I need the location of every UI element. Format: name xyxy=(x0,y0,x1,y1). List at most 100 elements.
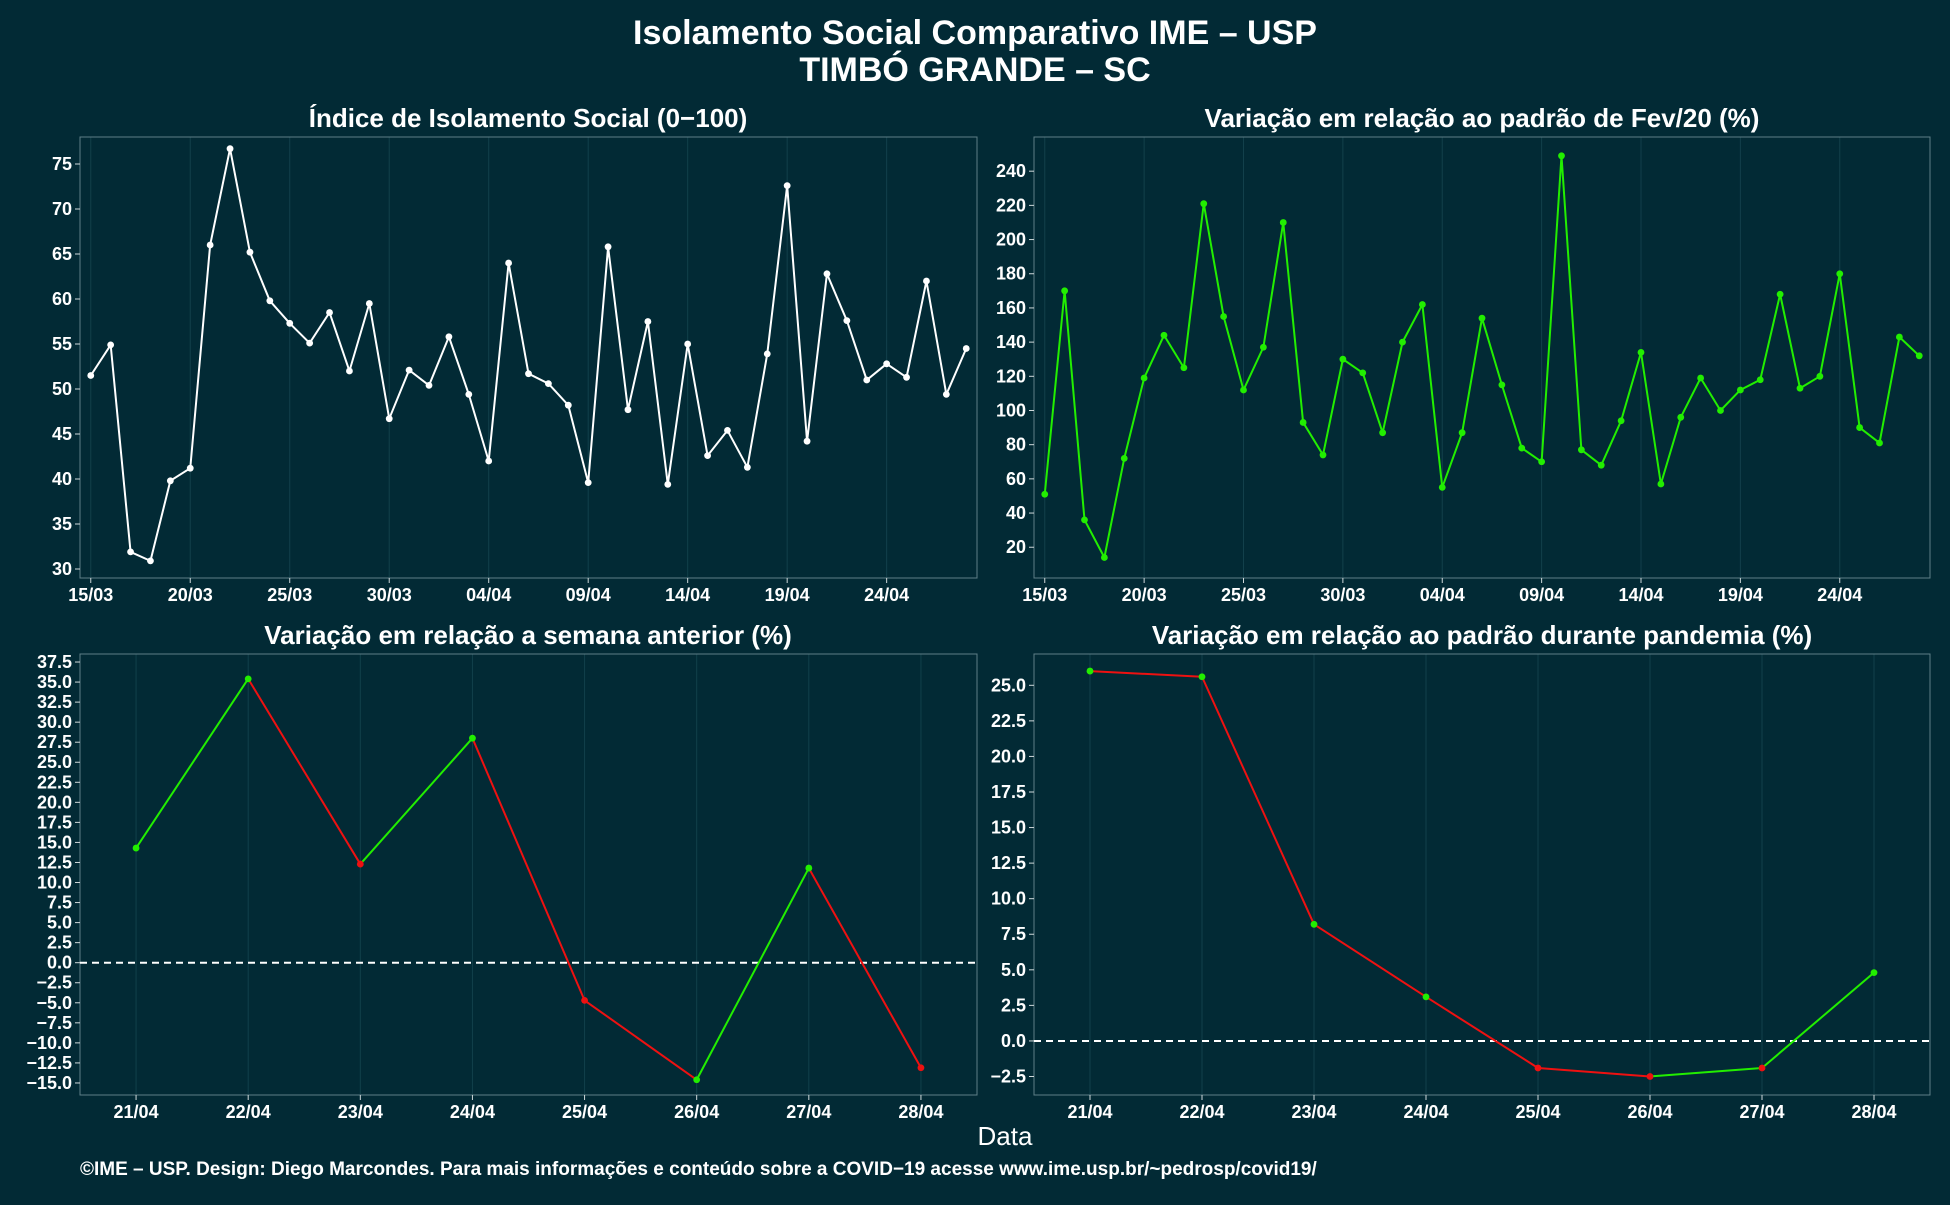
data-point xyxy=(286,319,294,327)
data-point xyxy=(1299,419,1307,426)
data-point xyxy=(525,370,532,378)
y-tick-label: 20.0 xyxy=(37,792,72,812)
data-point xyxy=(664,481,672,488)
x-tick-label: 09/04 xyxy=(566,585,611,605)
data-point xyxy=(743,463,751,471)
x-tick-label: 22/04 xyxy=(1179,1102,1224,1122)
data-point xyxy=(1637,348,1645,356)
data-point xyxy=(1422,993,1430,1001)
y-tick-label: 60 xyxy=(52,289,72,309)
y-tick-label: 65 xyxy=(52,244,72,264)
data-point xyxy=(356,860,364,868)
data-point xyxy=(1870,969,1878,977)
x-tick-label: 28/04 xyxy=(898,1102,943,1122)
figure-title-line1: Isolamento Social Comparativo IME – USP xyxy=(633,14,1317,52)
series-segment xyxy=(807,867,922,1069)
data-point xyxy=(385,415,393,423)
y-tick-label: 27.5 xyxy=(37,732,72,752)
x-tick-label: 27/04 xyxy=(786,1102,831,1122)
y-tick-label: 7.5 xyxy=(47,893,72,913)
plot-frame xyxy=(1033,136,1931,579)
data-point xyxy=(1458,429,1466,437)
data-point xyxy=(1776,290,1784,298)
y-tick-label: 10.0 xyxy=(37,873,72,893)
data-point xyxy=(1915,352,1923,360)
x-tick-label: 15/03 xyxy=(68,585,113,605)
data-point xyxy=(704,452,711,459)
y-tick-label: 20 xyxy=(1006,537,1026,557)
data-point xyxy=(644,318,652,325)
x-tick-label: 21/04 xyxy=(114,1102,159,1122)
x-tick-label: 23/04 xyxy=(1291,1102,1336,1122)
y-tick-label: −5.0 xyxy=(36,993,72,1013)
x-tick-label: 20/03 xyxy=(168,585,213,605)
data-point xyxy=(1657,480,1665,488)
x-tick-label: 25/04 xyxy=(1515,1102,1560,1122)
series-segment xyxy=(135,678,250,849)
y-tick-label: 30.0 xyxy=(37,712,72,732)
x-tick-label: 15/03 xyxy=(1022,585,1067,605)
data-point xyxy=(684,340,692,348)
data-point xyxy=(1876,439,1883,447)
x-tick-label: 20/03 xyxy=(1122,585,1167,605)
data-point xyxy=(505,259,513,267)
data-point xyxy=(805,864,813,872)
data-point xyxy=(1736,386,1744,394)
panel-title: Variação em relação ao padrão durante pa… xyxy=(1152,620,1812,650)
data-point xyxy=(365,300,373,307)
y-tick-label: 200 xyxy=(996,230,1026,250)
y-tick-label: 45 xyxy=(52,424,72,444)
data-point xyxy=(1677,413,1685,421)
data-point xyxy=(584,479,592,486)
y-tick-label: 12.5 xyxy=(37,852,72,872)
y-tick-label: 30 xyxy=(52,559,72,579)
data-point xyxy=(1518,444,1526,452)
data-point xyxy=(1180,364,1188,372)
panel-title: Índice de Isolamento Social (0−100) xyxy=(309,103,748,133)
data-point xyxy=(425,382,433,389)
y-tick-label: 160 xyxy=(996,298,1026,318)
y-tick-label: 2.5 xyxy=(1001,995,1026,1015)
y-tick-label: 220 xyxy=(996,195,1026,215)
x-tick-label: 04/04 xyxy=(466,585,511,605)
x-tick-label: 14/04 xyxy=(1618,585,1663,605)
x-tick-label: 21/04 xyxy=(1067,1102,1112,1122)
x-tick-label: 26/04 xyxy=(674,1102,719,1122)
data-point xyxy=(1399,338,1406,346)
y-tick-label: 240 xyxy=(996,161,1026,181)
data-point xyxy=(107,341,115,349)
x-axis-label: Data xyxy=(978,1121,1033,1151)
data-point xyxy=(132,844,140,852)
data-point xyxy=(1279,219,1287,226)
x-tick-label: 27/04 xyxy=(1739,1102,1784,1122)
data-point xyxy=(326,309,333,316)
y-tick-label: 60 xyxy=(1006,469,1026,489)
data-point xyxy=(1597,461,1605,469)
plot-frame xyxy=(1033,653,1931,1096)
data-point xyxy=(469,734,476,742)
data-point xyxy=(1478,314,1486,322)
y-tick-label: −2.5 xyxy=(990,1067,1026,1087)
data-point xyxy=(1756,376,1764,384)
data-point xyxy=(1200,200,1208,208)
y-tick-label: 20.0 xyxy=(991,746,1026,766)
series-segment xyxy=(583,999,698,1081)
y-tick-label: 0.0 xyxy=(47,953,72,973)
panel-variation-feb20: Variação em relação ao padrão de Fev/20 … xyxy=(996,103,1931,605)
data-point xyxy=(127,548,134,556)
panel-isolation-index: Índice de Isolamento Social (0−100) 30 35… xyxy=(52,103,978,605)
x-tick-label: 28/04 xyxy=(1851,1102,1896,1122)
data-point xyxy=(266,297,274,305)
data-point xyxy=(1319,451,1327,459)
data-point xyxy=(1836,270,1844,278)
data-point xyxy=(843,317,851,324)
data-point xyxy=(823,270,831,278)
data-point xyxy=(917,1064,925,1072)
data-point xyxy=(226,145,234,153)
y-tick-label: 40 xyxy=(1006,503,1026,523)
data-point xyxy=(544,380,552,387)
y-tick-label: 120 xyxy=(996,366,1026,386)
plot-frame xyxy=(79,653,978,1096)
data-point xyxy=(1086,667,1094,675)
